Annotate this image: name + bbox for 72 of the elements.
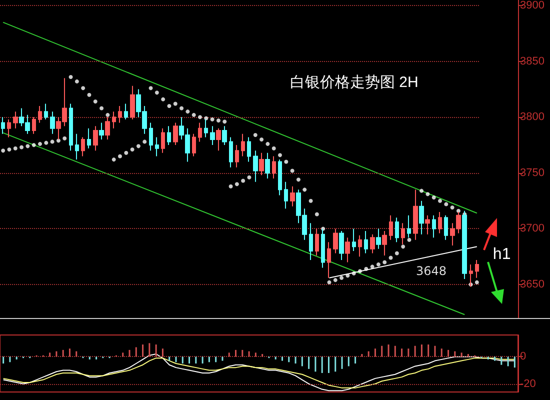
y-tick-label: 3900 bbox=[520, 0, 544, 12]
candlestick bbox=[75, 133, 79, 160]
candlestick bbox=[339, 230, 344, 260]
candlestick bbox=[265, 152, 270, 180]
candlestick bbox=[253, 150, 258, 182]
candlestick bbox=[210, 126, 215, 146]
candlestick bbox=[413, 189, 418, 240]
candlestick bbox=[376, 228, 381, 250]
candlestick bbox=[198, 122, 202, 142]
candlestick bbox=[124, 103, 128, 120]
candlestick bbox=[290, 186, 295, 207]
candlestick bbox=[13, 111, 18, 129]
candlestick bbox=[167, 126, 171, 146]
candlestick bbox=[419, 200, 424, 235]
candlestick bbox=[1, 116, 5, 134]
candlestick bbox=[32, 116, 36, 134]
annotation: 3648 bbox=[416, 264, 447, 278]
candlestick bbox=[99, 122, 104, 140]
candlestick bbox=[69, 103, 73, 152]
candlestick bbox=[161, 128, 165, 154]
candlestick bbox=[241, 133, 245, 157]
candlestick bbox=[93, 126, 98, 152]
candlestick bbox=[401, 222, 405, 245]
y-tick-label: 3650 bbox=[520, 278, 544, 291]
candlestick bbox=[345, 237, 350, 263]
candlestick bbox=[7, 118, 11, 138]
candlestick bbox=[333, 228, 338, 254]
candlestick bbox=[130, 85, 135, 120]
candlestick bbox=[87, 128, 91, 149]
candlestick bbox=[222, 126, 227, 146]
y-tick-label: 3800 bbox=[520, 111, 544, 124]
candlestick bbox=[259, 152, 264, 176]
candlestick bbox=[118, 106, 122, 124]
candlestick bbox=[284, 181, 288, 210]
candlestick bbox=[44, 103, 48, 120]
candlestick bbox=[382, 230, 387, 256]
y-tick-label: 3700 bbox=[520, 222, 544, 235]
candlestick bbox=[235, 144, 239, 168]
candlestick bbox=[315, 228, 319, 256]
candlestick bbox=[364, 230, 368, 254]
candlestick bbox=[395, 217, 399, 243]
text: 白银价格走势图 2H bbox=[290, 74, 418, 91]
candlestick bbox=[105, 116, 110, 140]
series-label: h1 bbox=[492, 246, 511, 264]
candlestick bbox=[50, 111, 55, 134]
candlestick bbox=[327, 242, 331, 278]
candlestick bbox=[475, 259, 479, 278]
candlestick bbox=[155, 136, 159, 157]
candlestick bbox=[272, 156, 276, 180]
candlestick bbox=[438, 212, 442, 234]
candlestick bbox=[352, 228, 356, 252]
candlestick bbox=[38, 106, 42, 124]
candlestick bbox=[192, 133, 196, 157]
candlestick bbox=[173, 122, 178, 146]
candlestick bbox=[278, 159, 282, 196]
candlestick bbox=[425, 214, 430, 235]
candlestick bbox=[216, 128, 221, 152]
candlestick bbox=[229, 136, 233, 168]
candlestick bbox=[247, 136, 251, 162]
y-tick-label: 3850 bbox=[520, 55, 544, 68]
candlestick bbox=[321, 228, 325, 268]
candlestick bbox=[112, 111, 116, 129]
candlestick bbox=[309, 222, 313, 260]
candlestick bbox=[444, 214, 448, 240]
candlestick bbox=[358, 234, 362, 258]
candlestick bbox=[149, 122, 153, 152]
y-tick-label: -20 bbox=[520, 378, 536, 390]
candlestick bbox=[370, 234, 375, 254]
candlestick bbox=[81, 136, 85, 157]
candlestick bbox=[432, 214, 436, 238]
y-tick-label: 3750 bbox=[520, 166, 544, 179]
candlestick bbox=[389, 214, 393, 240]
